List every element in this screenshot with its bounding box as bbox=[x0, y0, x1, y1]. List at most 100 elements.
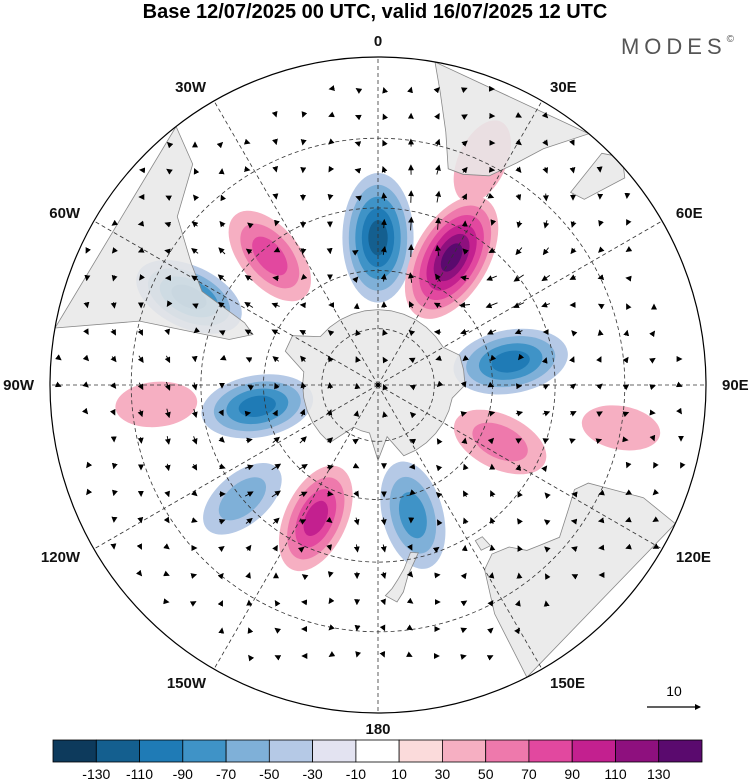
wind-arrow bbox=[490, 219, 497, 226]
colorbar-tick-7: 10 bbox=[391, 766, 407, 782]
wind-arrow bbox=[328, 138, 335, 145]
wind-arrow bbox=[435, 244, 441, 257]
wind-arrow bbox=[380, 273, 387, 282]
map-border bbox=[49, 56, 707, 714]
wind-arrow bbox=[433, 302, 442, 309]
colorbar-bin-4 bbox=[225, 739, 270, 763]
wind-arrow bbox=[246, 437, 253, 444]
wind-arrow bbox=[248, 654, 255, 662]
wind-arrow bbox=[111, 462, 118, 470]
wind-arrow bbox=[622, 356, 629, 364]
wind-arrow bbox=[597, 329, 604, 336]
wind-arrow bbox=[382, 87, 389, 94]
wind-arrow bbox=[299, 408, 306, 417]
colorbar-tick-8: 30 bbox=[435, 766, 451, 782]
wind-arrow bbox=[622, 384, 630, 391]
africa bbox=[434, 61, 590, 177]
wind-arrow bbox=[326, 247, 333, 255]
wind-arrow bbox=[649, 357, 656, 364]
modes-logo: MODES© bbox=[621, 34, 734, 60]
wind-arrow bbox=[409, 438, 417, 445]
logo-text: MODES bbox=[620, 34, 727, 59]
meridian-line bbox=[377, 384, 543, 670]
wind-arrow bbox=[652, 543, 660, 549]
colorbar-tick-3: -70 bbox=[216, 766, 236, 782]
wind-arrow bbox=[461, 437, 468, 444]
colorbar-tick-1: -110 bbox=[126, 766, 153, 782]
wind-arrow bbox=[328, 597, 335, 605]
wind-arrow bbox=[216, 141, 224, 149]
wind-arrow bbox=[542, 167, 549, 174]
wind-arrow bbox=[489, 517, 496, 525]
wind-arrow bbox=[86, 488, 93, 496]
wind-arrow bbox=[297, 546, 305, 553]
longitude-labels: 0 30E 60E 90E 120E 150E 180 150W 120W 90W 60W 30W bbox=[3, 33, 749, 738]
wind-arrow bbox=[515, 464, 522, 471]
colorbar-bin-11 bbox=[528, 739, 573, 763]
wind-arrow bbox=[460, 328, 470, 335]
wind-arrow bbox=[82, 354, 90, 362]
wind-arrow bbox=[490, 354, 497, 362]
wind-arrow bbox=[328, 624, 335, 631]
wind-arrow bbox=[569, 356, 575, 363]
wind-arrow bbox=[460, 572, 467, 580]
wind-arrow bbox=[352, 276, 359, 283]
wind-arrow bbox=[244, 491, 254, 497]
longitude-label-lon-60e: 60E bbox=[676, 205, 703, 222]
wind-arrow bbox=[137, 220, 145, 227]
wind-arrow bbox=[541, 301, 551, 308]
wind-arrow bbox=[352, 438, 359, 445]
wind-arrow bbox=[463, 463, 469, 471]
wind-arrow bbox=[112, 489, 118, 497]
wind-arrow bbox=[569, 139, 575, 146]
colorbar-tick-5: -30 bbox=[302, 766, 322, 782]
wind-arrow bbox=[571, 574, 579, 580]
wind-arrow bbox=[220, 194, 227, 202]
wind-arrow bbox=[541, 111, 549, 119]
wind-arrow bbox=[490, 490, 496, 498]
colorbar-bin-7 bbox=[355, 739, 400, 763]
wind-arrow bbox=[327, 382, 334, 389]
wind-arrow bbox=[137, 328, 143, 336]
wind-arrow bbox=[515, 247, 523, 256]
colorbar-bin-6 bbox=[312, 739, 357, 763]
wind-arrow bbox=[191, 382, 198, 391]
negative-center-130w bbox=[203, 462, 282, 535]
negative-center-130w-level-1 bbox=[218, 477, 267, 521]
wind-arrow bbox=[271, 490, 281, 498]
wind-arrow bbox=[569, 438, 576, 444]
wind-arrow bbox=[486, 655, 494, 661]
wind-arrow bbox=[569, 166, 576, 174]
positive-center-40w bbox=[228, 210, 312, 302]
wind-arrow bbox=[218, 409, 224, 417]
wind-arrow bbox=[274, 600, 281, 607]
wind-arrow bbox=[354, 114, 362, 121]
wind-arrow bbox=[355, 195, 362, 202]
map-disc bbox=[50, 57, 706, 713]
wind-arrow bbox=[488, 247, 496, 253]
longitude-label-lon-150e: 150E bbox=[550, 675, 585, 692]
wind-arrow bbox=[570, 247, 577, 255]
wind-arrow bbox=[272, 409, 278, 417]
wind-arrow bbox=[328, 355, 334, 363]
wind-arrow bbox=[542, 247, 549, 256]
wind-arrow bbox=[354, 141, 362, 147]
wind-arrow bbox=[597, 303, 605, 310]
page-title: Base 12/07/2025 00 UTC, valid 16/07/2025… bbox=[142, 1, 608, 23]
wind-arrow bbox=[164, 436, 171, 445]
wind-arrow bbox=[543, 220, 550, 229]
wind-arrow bbox=[675, 381, 683, 388]
wind-arrow bbox=[85, 246, 92, 254]
positive-center-115e-level-1 bbox=[472, 422, 528, 462]
wind-arrow bbox=[652, 516, 660, 523]
wind-arrow bbox=[489, 544, 496, 551]
longitude-label-lon-90w: 90W bbox=[3, 377, 35, 394]
wind-arrow bbox=[163, 516, 170, 524]
colorbar-bin-10 bbox=[485, 739, 530, 763]
meridian-line bbox=[213, 100, 379, 386]
colorbar-bin-5 bbox=[268, 739, 313, 763]
wind-arrow bbox=[541, 357, 548, 364]
longitude-label-lon-0: 0 bbox=[374, 33, 382, 50]
positive-center-155w bbox=[278, 465, 353, 572]
wind-arrow bbox=[354, 167, 362, 174]
